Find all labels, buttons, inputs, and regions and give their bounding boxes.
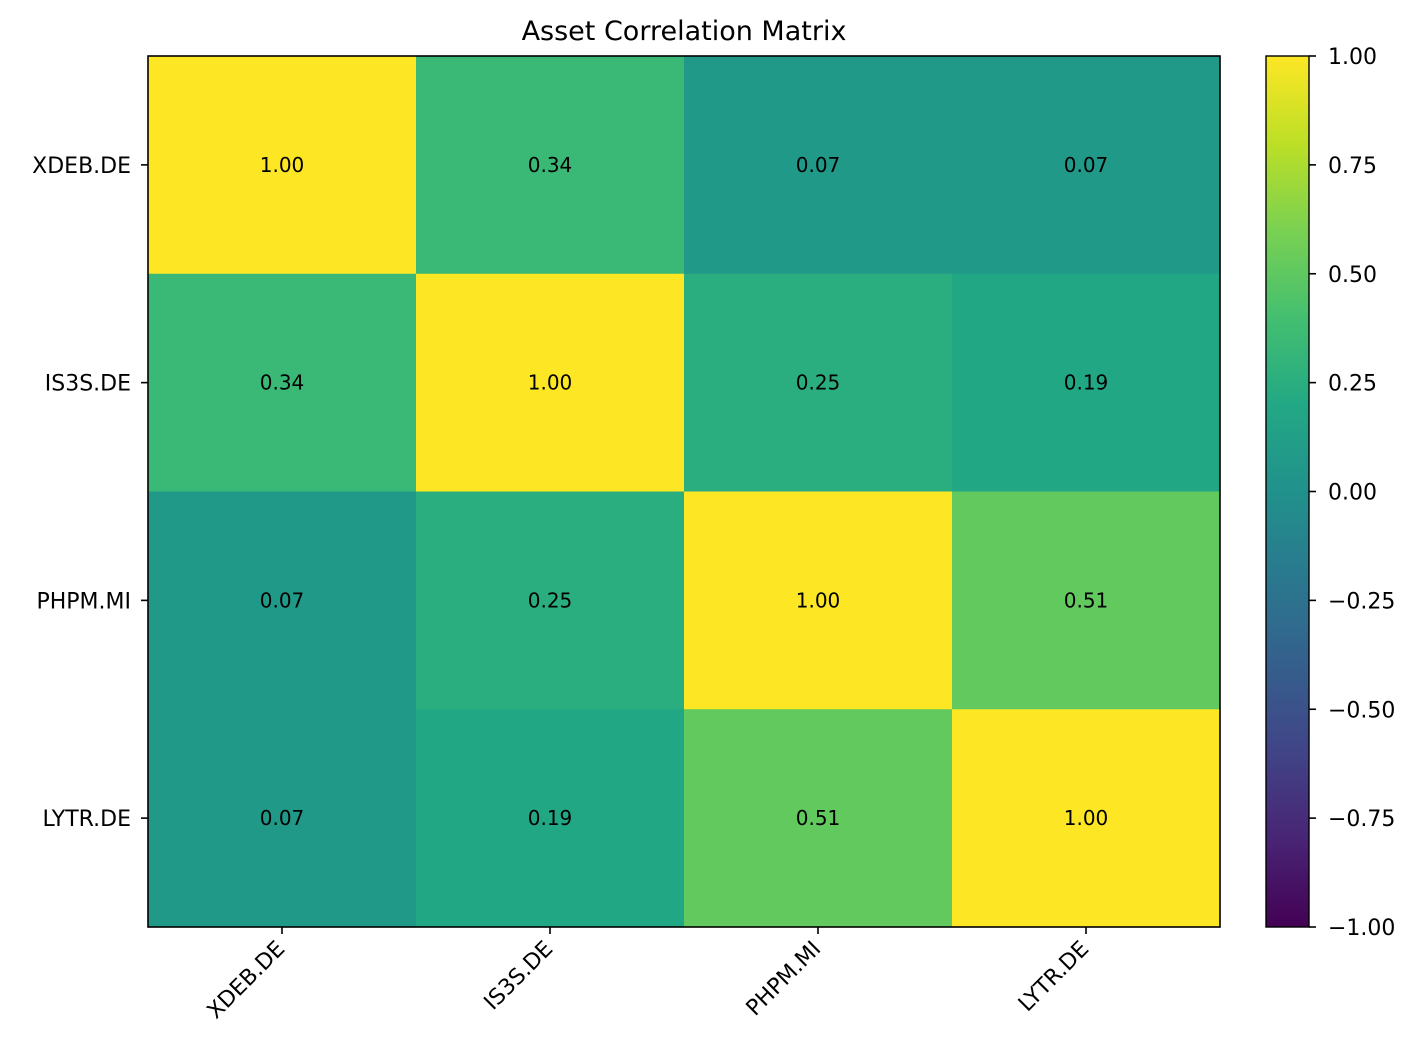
colorbar-tick-label: 0.50 <box>1328 263 1377 288</box>
cell-value-label: 0.51 <box>796 806 841 830</box>
chart-title: Asset Correlation Matrix <box>522 16 847 47</box>
cell-value-label: 0.25 <box>528 588 573 612</box>
cell-value-label: 0.07 <box>796 153 841 177</box>
cell-value-label: 0.19 <box>1064 371 1109 395</box>
cell-value-label: 1.00 <box>260 153 305 177</box>
colorbar-tick-label: −0.25 <box>1328 589 1395 614</box>
colorbar-tick-label: 0.75 <box>1328 154 1377 179</box>
colorbar-tick-label: −1.00 <box>1328 916 1395 941</box>
heatmap-cell-labels: 1.00 0.34 0.07 0.07 0.34 1.00 0.25 0.19 0.07 0.25… <box>260 153 1109 830</box>
cell-value-label: 0.34 <box>260 371 305 395</box>
x-tick-label: LYTR.DE <box>1014 937 1094 1017</box>
cell-value-label: 0.19 <box>528 806 573 830</box>
heatmap-cell <box>952 56 1221 275</box>
colorbar-tick-label: −0.50 <box>1328 698 1395 723</box>
cell-value-label: 0.07 <box>260 588 305 612</box>
heatmap-cell <box>684 709 953 928</box>
x-axis: XDEB.DE IS3S.DE PHPM.MI LYTR.DE <box>203 927 1094 1025</box>
cell-value-label: 1.00 <box>528 371 573 395</box>
plot-frame <box>147 55 1221 928</box>
colorbar-axis: 1.00 0.75 0.50 0.25 0.00 −0.25 −0.50 −0.75 −1.00 <box>1309 45 1395 941</box>
heatmap-cell <box>952 709 1221 928</box>
heatmap-cell <box>416 56 685 275</box>
heatmap-cell <box>684 273 953 492</box>
y-tick-label: IS3S.DE <box>45 372 131 397</box>
x-tick-label: XDEB.DE <box>203 937 291 1025</box>
y-tick-label: XDEB.DE <box>32 154 131 179</box>
heatmap-cell <box>148 709 417 928</box>
heatmap-cell <box>684 491 953 710</box>
heatmap-cell <box>952 491 1221 710</box>
heatmap-cell <box>148 56 417 275</box>
cell-value-label: 0.07 <box>1064 153 1109 177</box>
y-axis: XDEB.DE IS3S.DE PHPM.MI LYTR.DE <box>32 154 148 832</box>
cell-value-label: 1.00 <box>1064 806 1109 830</box>
heatmap-cell <box>148 491 417 710</box>
colorbar <box>1265 55 1310 928</box>
heatmap-cells <box>148 56 1221 928</box>
colorbar-tick-label: 1.00 <box>1328 45 1377 70</box>
heatmap-cell <box>416 273 685 492</box>
colorbar-tick-label: 0.25 <box>1328 372 1377 397</box>
heatmap-cell <box>416 491 685 710</box>
colorbar-tick-label: 0.00 <box>1328 481 1377 506</box>
y-tick-label: LYTR.DE <box>42 807 131 832</box>
cell-value-label: 0.34 <box>528 153 573 177</box>
heatmap-cell <box>416 709 685 928</box>
cell-value-label: 0.25 <box>796 371 841 395</box>
heatmap-cell <box>952 273 1221 492</box>
cell-value-label: 0.51 <box>1064 588 1109 612</box>
heatmap-cell <box>684 56 953 275</box>
heatmap-cell <box>148 273 417 492</box>
cell-value-label: 0.07 <box>260 806 305 830</box>
x-tick-label: IS3S.DE <box>480 937 559 1016</box>
colorbar-tick-label: −0.75 <box>1328 807 1395 832</box>
x-tick-label: PHPM.MI <box>742 937 827 1022</box>
cell-value-label: 1.00 <box>796 588 841 612</box>
y-tick-label: PHPM.MI <box>36 589 131 614</box>
